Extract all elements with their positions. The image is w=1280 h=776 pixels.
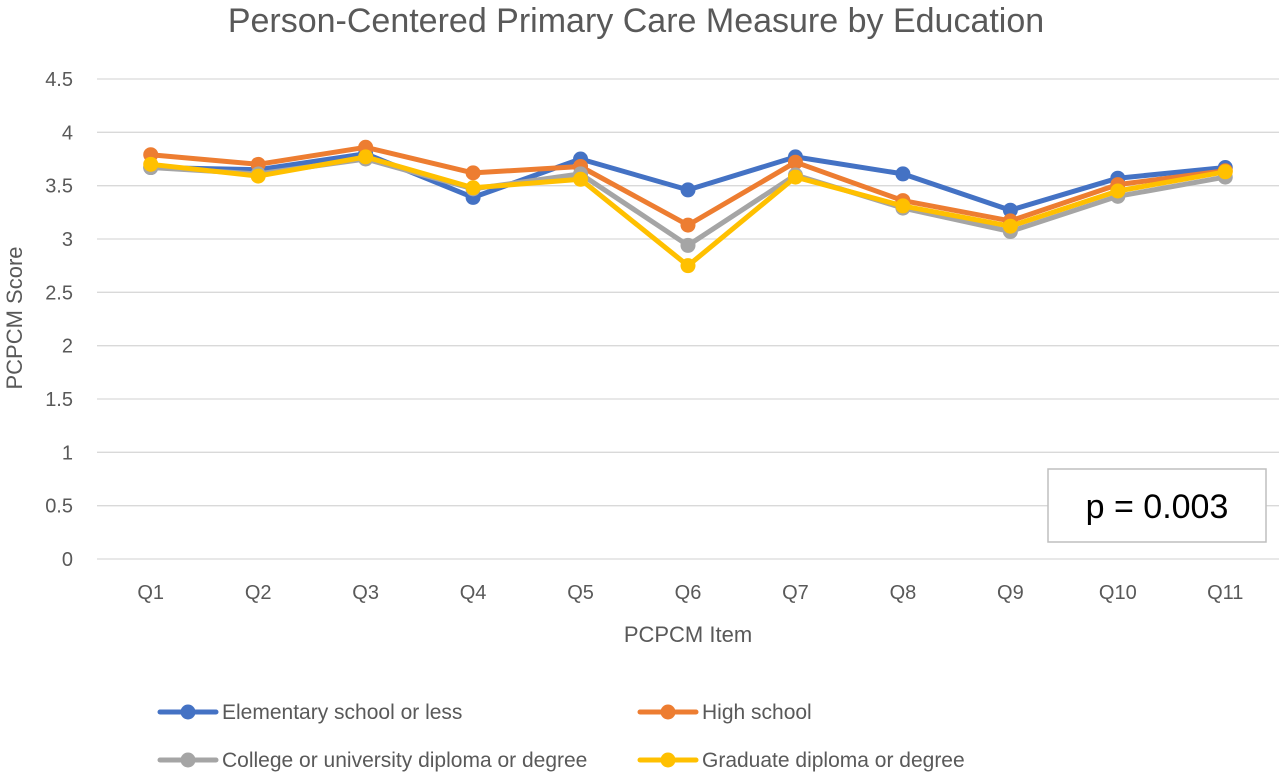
y-tick-label: 2	[62, 336, 73, 358]
chart-title: Person-Centered Primary Care Measure by …	[228, 2, 1044, 40]
x-tick-label: Q6	[675, 582, 702, 604]
data-point	[680, 258, 696, 274]
y-tick-label: 0	[62, 549, 73, 571]
data-point	[358, 149, 374, 165]
x-tick-label: Q1	[137, 582, 164, 604]
data-point	[1002, 218, 1018, 234]
legend-item: Elementary school or less	[157, 701, 462, 724]
x-tick-label: Q2	[245, 582, 272, 604]
data-point	[250, 168, 266, 184]
y-tick-label: 2.5	[45, 282, 73, 304]
data-point	[1217, 164, 1233, 180]
legend-label: High school	[702, 701, 812, 724]
data-point	[465, 180, 481, 196]
legend-swatch-marker	[660, 704, 676, 720]
data-point	[787, 154, 803, 170]
legend-item: High school	[637, 701, 812, 724]
data-point	[1110, 183, 1126, 199]
p-value-box: p = 0.003	[1047, 468, 1267, 543]
data-point	[787, 169, 803, 185]
x-tick-label: Q4	[460, 582, 487, 604]
y-tick-label: 1.5	[45, 389, 73, 411]
legend: Elementary school or less High school Coll…	[157, 701, 965, 772]
data-point	[680, 182, 696, 198]
x-tick-label: Q3	[352, 582, 379, 604]
y-tick-label: 3.5	[45, 176, 73, 198]
legend-swatch-marker	[180, 704, 196, 720]
data-point	[143, 156, 159, 172]
data-point	[1002, 202, 1018, 218]
data-point	[573, 171, 589, 187]
x-tick-label: Q8	[890, 582, 917, 604]
legend-item: College or university diploma or degree	[157, 749, 587, 772]
data-point	[680, 217, 696, 233]
y-tick-label: 4	[62, 122, 73, 144]
p-value-text: p = 0.003	[1086, 488, 1229, 526]
legend-item: Graduate diploma or degree	[637, 749, 965, 772]
x-tick-label: Q5	[567, 582, 594, 604]
y-tick-label: 4.5	[45, 69, 73, 91]
data-point	[895, 166, 911, 182]
legend-swatch-marker	[180, 752, 196, 768]
legend-swatch-marker	[660, 752, 676, 768]
y-tick-label: 1	[62, 442, 73, 464]
data-point	[895, 198, 911, 214]
x-tick-label: Q10	[1099, 582, 1137, 604]
series-4	[143, 149, 1233, 274]
data-point	[680, 237, 696, 253]
x-axis-title: PCPCM Item	[624, 622, 752, 647]
x-tick-label: Q11	[1207, 582, 1243, 604]
series-layer	[143, 139, 1233, 274]
x-axis-ticks: Q1 Q2 Q3 Q4 Q5 Q6 Q7 Q8 Q9 Q10 Q11	[137, 582, 1243, 604]
gridlines	[97, 78, 1279, 560]
legend-label: Graduate diploma or degree	[702, 749, 965, 772]
legend-label: Elementary school or less	[222, 701, 462, 724]
y-axis-ticks: 0 0.5 1 1.5 2 2.5 3 3.5 4 4.5	[45, 69, 73, 571]
x-tick-label: Q7	[782, 582, 809, 604]
data-point	[465, 165, 481, 181]
legend-label: College or university diploma or degree	[222, 749, 587, 772]
x-tick-label: Q9	[997, 582, 1024, 604]
y-tick-label: 3	[62, 229, 73, 251]
y-tick-label: 0.5	[45, 496, 73, 518]
y-axis-title: PCPCM Score	[2, 246, 27, 389]
